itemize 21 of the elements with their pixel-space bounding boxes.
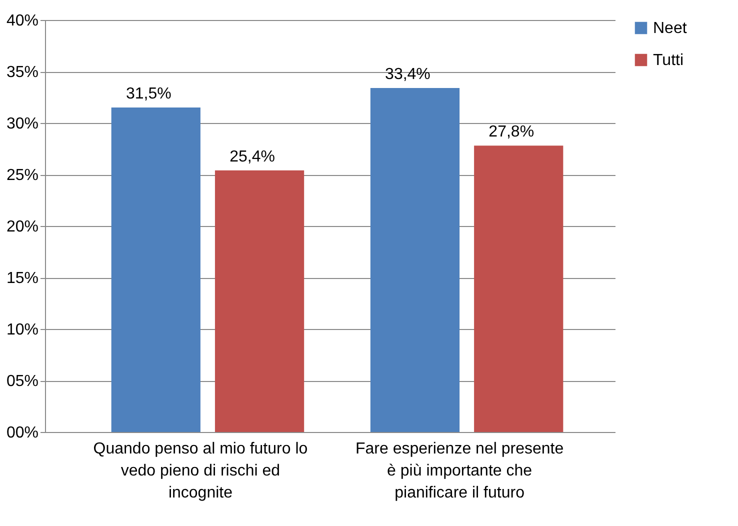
bar xyxy=(370,88,460,432)
data-label: 31,5% xyxy=(126,86,172,103)
y-tick-label: 25% xyxy=(6,167,38,184)
data-label: 25,4% xyxy=(230,148,275,166)
y-tick-label: 05% xyxy=(6,373,38,390)
bar xyxy=(111,108,200,432)
data-label: 33,4% xyxy=(385,66,430,83)
y-tick-label: 40% xyxy=(6,12,38,30)
y-tick-label: 10% xyxy=(6,322,38,338)
legend-label: Neet xyxy=(653,20,688,37)
y-tick-label: 20% xyxy=(6,218,38,236)
y-tick-label: 30% xyxy=(6,116,38,132)
bar xyxy=(214,170,304,432)
y-tick-label: 35% xyxy=(6,64,38,81)
y-tick-label: 15% xyxy=(6,270,38,287)
bar xyxy=(474,146,564,432)
y-tick-label: 00% xyxy=(6,424,38,442)
x-tick-label: Quando penso al mio futuro lo vedo pieno di rischi ed incognite xyxy=(93,440,308,502)
x-tick-label: Fare esperienze nel presente è più importante che pianificare il futuro xyxy=(355,440,564,502)
legend-label: Tutti xyxy=(653,52,684,69)
data-label: 27,8% xyxy=(488,124,534,141)
